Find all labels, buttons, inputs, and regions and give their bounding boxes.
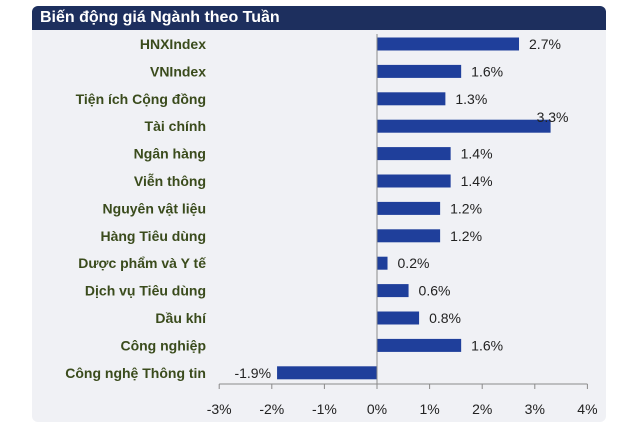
- data-label: 0.2%: [398, 255, 430, 271]
- data-label: -1.9%: [234, 365, 271, 381]
- data-label: 1.4%: [461, 173, 493, 189]
- category-label: Tiện ích Cộng đồng: [76, 91, 206, 107]
- bar: [377, 284, 409, 298]
- data-label: 1.3%: [455, 91, 487, 107]
- data-label: 1.4%: [461, 146, 493, 162]
- title-bar: Biến động giá Ngành theo Tuần: [32, 6, 606, 30]
- category-label: Ngân hàng: [134, 146, 206, 162]
- bar: [377, 64, 462, 78]
- category-label: Nguyên vật liệu: [103, 200, 206, 216]
- x-tick-label: -2%: [259, 401, 284, 417]
- x-tick-label: 2%: [472, 401, 492, 417]
- bar: [377, 338, 462, 352]
- x-tick-label: -3%: [207, 401, 232, 417]
- category-label: Dịch vụ Tiêu dùng: [85, 283, 206, 299]
- category-label: Dược phẩm và Y tế: [78, 255, 206, 271]
- x-tick-label: -1%: [312, 401, 337, 417]
- bar: [377, 119, 551, 133]
- x-tick-label: 4%: [577, 401, 597, 417]
- x-tick-label: 3%: [525, 401, 545, 417]
- bar: [377, 37, 520, 51]
- bar: [377, 201, 441, 215]
- bar: [377, 174, 451, 188]
- bar: [377, 256, 388, 270]
- category-label: Hàng Tiêu dùng: [100, 228, 206, 244]
- data-label: 1.2%: [450, 228, 482, 244]
- data-label: 3.3%: [537, 109, 569, 125]
- bar: [377, 229, 441, 243]
- bar: [277, 366, 377, 380]
- x-tick-label: 0%: [367, 401, 387, 417]
- category-label: Công nghiệp: [120, 337, 206, 353]
- data-label: 2.7%: [529, 36, 561, 52]
- data-label: 1.2%: [450, 200, 482, 216]
- chart-card: Biến động giá Ngành theo Tuần HNXIndex 2.…: [32, 6, 606, 422]
- x-tick-label: 1%: [419, 401, 439, 417]
- data-label: 0.8%: [429, 310, 461, 326]
- category-label: Công nghệ Thông tin: [65, 365, 206, 381]
- category-label: Tài chính: [145, 118, 206, 134]
- category-label: VNIndex: [150, 63, 206, 79]
- category-label: Viễn thông: [134, 173, 206, 189]
- bar-chart: HNXIndex 2.7% VNIndex 1.6% Tiện ích Cộng đồn…: [65, 34, 598, 417]
- data-label: 1.6%: [471, 63, 503, 79]
- category-label: Dầu khí: [155, 310, 207, 326]
- data-label: 0.6%: [419, 283, 451, 299]
- category-label: HNXIndex: [140, 36, 206, 52]
- chart-title: Biến động giá Ngành theo Tuần: [40, 9, 280, 26]
- data-label: 1.6%: [471, 337, 503, 353]
- bar: [377, 311, 420, 325]
- bar: [377, 92, 446, 106]
- bar: [377, 147, 451, 161]
